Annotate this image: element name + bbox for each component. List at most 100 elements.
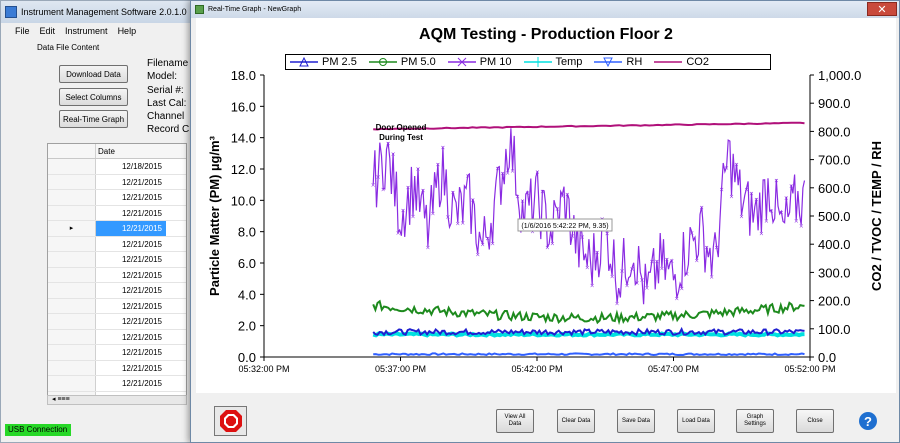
- pm10-point: ×: [500, 170, 505, 177]
- data-grid[interactable]: Date 12/18/2015 12/21/2015 12/21/2015 12/21…: [47, 143, 187, 405]
- row-header[interactable]: [48, 329, 96, 344]
- date-cell[interactable]: 12/21/2015: [121, 239, 162, 249]
- close-button[interactable]: Close: [796, 409, 834, 433]
- pm10-point: ×: [729, 194, 734, 201]
- date-cell[interactable]: 12/21/2015: [121, 348, 162, 357]
- date-cell[interactable]: 12/21/2015: [121, 363, 162, 373]
- date-cell[interactable]: 12/21/2015: [121, 208, 162, 218]
- pm10-point: ×: [545, 245, 550, 252]
- y2-tick-label: 500.0: [818, 209, 851, 224]
- table-row[interactable]: 12/21/2015: [48, 190, 186, 206]
- row-header[interactable]: [48, 345, 96, 360]
- legend-label: RH: [626, 56, 643, 68]
- y-tick-label: 8.0: [238, 225, 256, 240]
- date-cell[interactable]: 12/21/2015: [121, 286, 162, 295]
- view-all-data-button[interactable]: View All Data: [496, 409, 534, 433]
- help-icon[interactable]: ?: [859, 412, 877, 430]
- row-header[interactable]: [48, 314, 96, 329]
- menu-instrument[interactable]: Instrument: [65, 25, 108, 36]
- pm10-point: ×: [505, 170, 510, 177]
- date-cell[interactable]: 12/21/2015: [121, 193, 162, 202]
- grid-header-date[interactable]: Date: [98, 147, 115, 156]
- grid-horizontal-scrollbar[interactable]: ◂ ≡≡≡: [47, 395, 187, 405]
- stop-icon[interactable]: [214, 406, 247, 436]
- table-row[interactable]: 12/21/2015: [48, 345, 186, 361]
- pm10-point: ×: [371, 182, 376, 189]
- table-row[interactable]: 12/21/2015: [48, 252, 186, 268]
- pm10-point: ×: [625, 283, 630, 290]
- load-data-button[interactable]: Load Data: [677, 409, 715, 433]
- clear-data-button[interactable]: Clear Data: [557, 409, 595, 433]
- table-row[interactable]: ▸ 12/21/2015: [48, 221, 186, 237]
- table-row[interactable]: 12/21/2015: [48, 376, 186, 392]
- menu-bar: File Edit Instrument Help: [1, 23, 195, 38]
- y-tick-label: 18.0: [231, 68, 256, 83]
- tooltip-box: [517, 218, 613, 232]
- row-header[interactable]: [48, 360, 96, 375]
- date-cell[interactable]: 12/21/2015: [121, 301, 162, 311]
- graph-settings-button[interactable]: Graph Settings: [736, 409, 774, 433]
- row-header[interactable]: [48, 376, 96, 391]
- row-header[interactable]: [48, 267, 96, 282]
- date-cell[interactable]: 12/21/2015: [121, 317, 162, 326]
- info-lastcal-label: Last Cal:: [147, 98, 187, 109]
- table-row[interactable]: 12/21/2015: [48, 314, 186, 330]
- series-rh-line: [373, 352, 805, 357]
- table-row[interactable]: 12/21/2015: [48, 360, 186, 376]
- window-close-button[interactable]: ✕: [867, 2, 897, 16]
- pm10-point: ×: [401, 207, 406, 214]
- x-tick-label: 05:37:00 PM: [375, 364, 426, 374]
- date-cell[interactable]: 12/21/2015: [96, 221, 166, 236]
- date-cell[interactable]: 12/21/2015: [121, 177, 162, 187]
- menu-file[interactable]: File: [15, 25, 30, 36]
- legend-swatch: [368, 58, 397, 66]
- pm10-point: ×: [664, 256, 669, 263]
- table-row[interactable]: 12/21/2015: [48, 267, 186, 283]
- date-cell[interactable]: 12/21/2015: [121, 379, 162, 388]
- pm10-point: ×: [560, 193, 565, 200]
- table-row[interactable]: 12/21/2015: [48, 298, 186, 314]
- row-header[interactable]: [48, 283, 96, 298]
- pm10-point: ×: [391, 151, 396, 158]
- usb-connection-status: USB Connection: [5, 424, 71, 436]
- row-header[interactable]: [48, 190, 96, 205]
- download-data-button[interactable]: Download Data: [59, 65, 128, 83]
- table-row[interactable]: 12/21/2015: [48, 283, 186, 299]
- pm10-point: ×: [615, 300, 620, 307]
- series-pm10-line: [372, 128, 806, 305]
- date-cell[interactable]: 12/21/2015: [121, 332, 162, 342]
- real-time-graph-button[interactable]: Real-Time Graph: [59, 110, 128, 128]
- legend-item: PM 10: [444, 56, 520, 68]
- row-header[interactable]: [48, 159, 96, 174]
- table-row[interactable]: 12/18/2015: [48, 159, 186, 175]
- pm10-point: ×: [595, 249, 600, 256]
- row-header[interactable]: ▸: [48, 221, 96, 236]
- legend-item: PM 2.5: [286, 56, 365, 68]
- y-tick-label: 16.0: [231, 99, 256, 114]
- info-record-label: Record C: [147, 124, 190, 135]
- table-row[interactable]: 12/21/2015: [48, 236, 186, 252]
- row-header[interactable]: [48, 298, 96, 313]
- table-row[interactable]: 12/21/2015: [48, 174, 186, 190]
- door-annotation: Door Opened: [376, 123, 427, 132]
- y-tick-label: 2.0: [238, 319, 256, 334]
- row-header[interactable]: [48, 174, 96, 189]
- date-cell[interactable]: 12/18/2015: [121, 162, 162, 171]
- pm10-point: ×: [709, 274, 714, 281]
- save-data-button[interactable]: Save Data: [617, 409, 655, 433]
- row-header[interactable]: [48, 205, 96, 220]
- main-window-titlebar: Instrument Management Software 2.0.1.0: [1, 1, 195, 23]
- table-row[interactable]: 12/21/2015: [48, 205, 186, 221]
- menu-help[interactable]: Help: [117, 25, 137, 36]
- table-row[interactable]: 12/21/2015: [48, 329, 186, 345]
- date-cell[interactable]: 12/21/2015: [121, 270, 162, 280]
- legend-label: Temp: [555, 56, 583, 68]
- menu-edit[interactable]: Edit: [39, 25, 56, 36]
- legend-swatch: [594, 57, 623, 67]
- legend-label: CO2: [686, 56, 709, 68]
- select-columns-button[interactable]: Select Columns: [59, 88, 128, 106]
- x-tick-label: 05:52:00 PM: [784, 364, 835, 374]
- row-header[interactable]: [48, 236, 96, 251]
- date-cell[interactable]: 12/21/2015: [121, 255, 162, 264]
- row-header[interactable]: [48, 252, 96, 267]
